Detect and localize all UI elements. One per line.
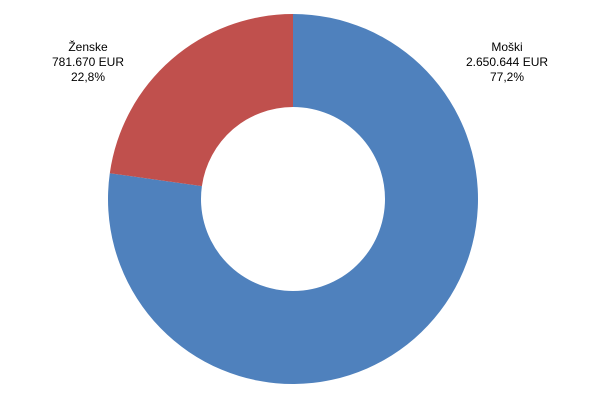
donut-slice — [108, 14, 479, 385]
slice-name: Moški — [491, 40, 522, 54]
slice-share: 22,8% — [71, 70, 105, 84]
donut-slice — [109, 14, 294, 187]
slice-share: 77,2% — [490, 70, 524, 84]
slice-value: 781.670 EUR — [52, 55, 124, 69]
slice-name: Ženske — [68, 39, 108, 54]
slice-value: 2.650.644 EUR — [466, 55, 548, 69]
